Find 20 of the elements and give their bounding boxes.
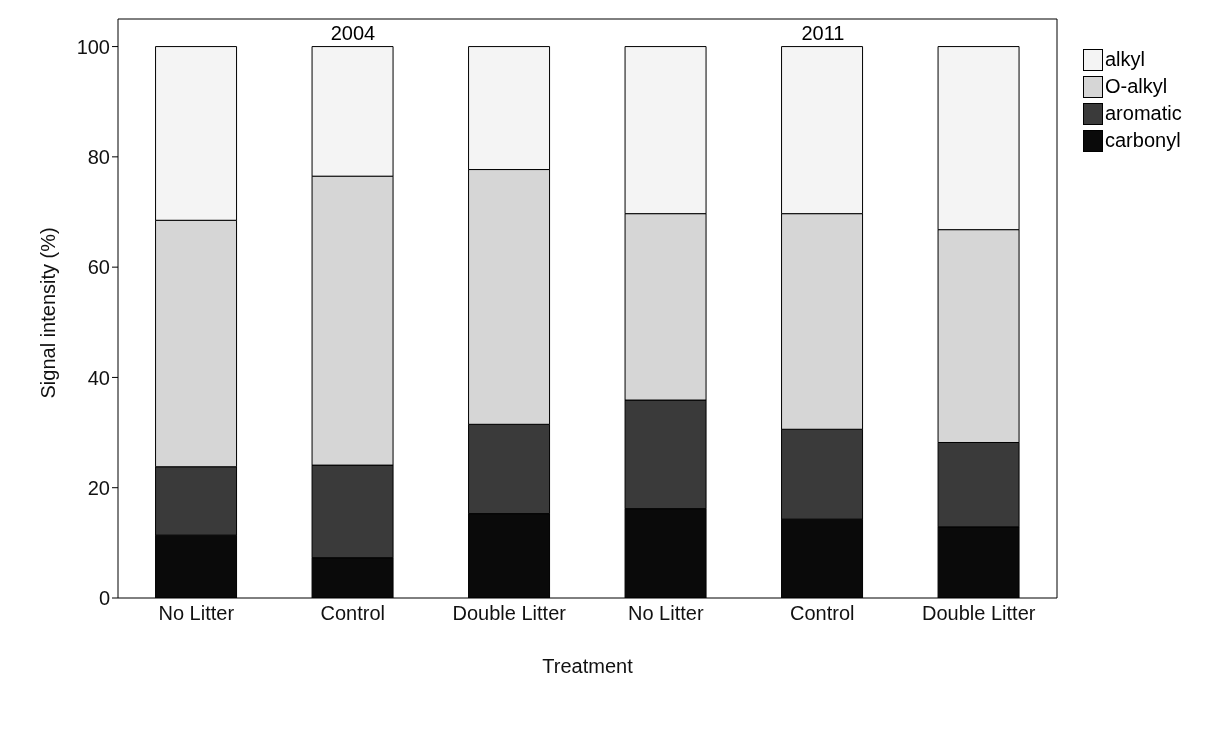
legend-label: aromatic bbox=[1105, 102, 1182, 125]
y-tick-label: 40 bbox=[87, 366, 110, 389]
y-tick-label: 0 bbox=[98, 587, 110, 610]
annotation: 2004 bbox=[329, 22, 377, 45]
legend-label: carbonyl bbox=[1105, 129, 1181, 152]
x-tick-label: No Litter bbox=[158, 602, 235, 625]
y-tick-label: 80 bbox=[87, 145, 110, 168]
legend-label: O-alkyl bbox=[1105, 75, 1168, 98]
y-axis-title: Signal intensity (%) bbox=[37, 227, 60, 399]
x-axis-title: Treatment bbox=[542, 655, 634, 677]
annotation: 2011 bbox=[800, 22, 846, 45]
y-tick-label: 100 bbox=[76, 35, 110, 58]
legend-label: alkyl bbox=[1105, 48, 1146, 71]
x-tick-label: Double Litter bbox=[452, 602, 567, 625]
y-tick-label: 20 bbox=[87, 476, 110, 499]
x-tick-label: Control bbox=[790, 602, 855, 625]
x-tick-label: Double Litter bbox=[922, 602, 1036, 625]
x-tick-label: No Litter bbox=[627, 602, 704, 625]
y-tick-label: 60 bbox=[87, 256, 110, 279]
x-tick-label: Control bbox=[320, 602, 385, 625]
